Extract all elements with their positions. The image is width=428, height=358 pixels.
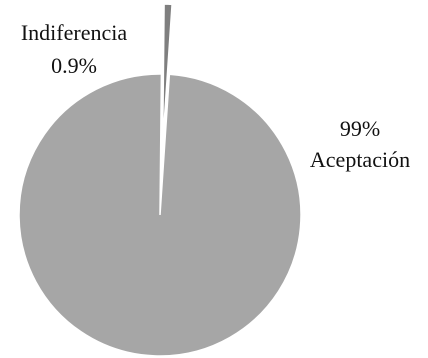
slice-label-aceptacion-name: Aceptación <box>310 147 410 172</box>
pie-slice-aceptacion <box>18 73 302 357</box>
slice-label-indiferencia-value: 0.9% <box>51 53 97 78</box>
slice-label-aceptacion-value: 99% <box>340 116 380 141</box>
pie-slice-indiferencia <box>161 3 173 146</box>
slice-label-indiferencia-name: Indiferencia <box>21 20 127 45</box>
pie-slices <box>18 3 302 357</box>
